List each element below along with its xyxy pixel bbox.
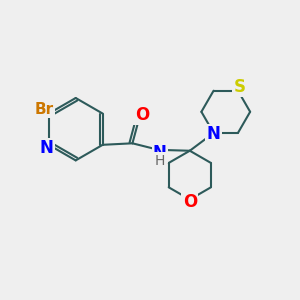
Text: N: N [207, 125, 220, 143]
Text: O: O [135, 106, 149, 124]
Text: H: H [154, 154, 165, 168]
Text: O: O [183, 194, 197, 211]
Text: S: S [233, 77, 245, 95]
Text: Br: Br [34, 102, 54, 117]
Text: N: N [153, 144, 167, 162]
Text: N: N [39, 140, 53, 158]
